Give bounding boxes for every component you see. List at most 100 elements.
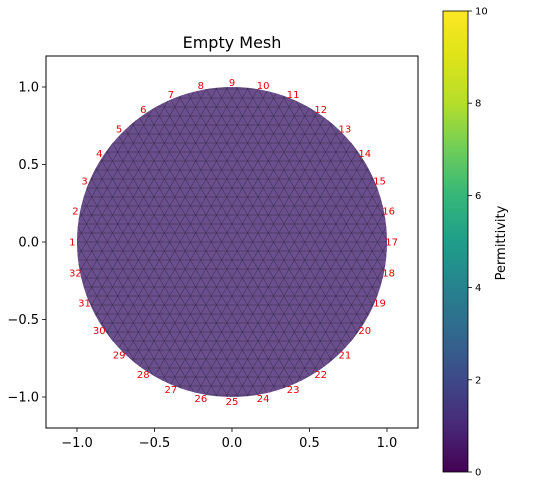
mesh-edge <box>258 161 387 397</box>
mesh-edge <box>118 87 284 368</box>
mesh-edge <box>94 87 261 354</box>
electrode-label: 14 <box>358 149 371 160</box>
colorbar-tick-label: 4 <box>475 283 481 294</box>
colorbar-tick-label: 0 <box>475 468 481 479</box>
colorbar-tick-label: 6 <box>475 191 481 202</box>
mesh-edge <box>86 87 253 350</box>
mesh-edge <box>125 112 292 397</box>
y-tick-label: 0.5 <box>18 158 39 173</box>
electrode-label: 25 <box>226 397 239 408</box>
y-tick-label: −0.5 <box>7 313 39 328</box>
electrode-label: 15 <box>373 176 386 187</box>
mesh-edge <box>77 87 206 323</box>
mesh-edge <box>77 87 190 314</box>
mesh-edge <box>227 143 387 397</box>
electrode-label: 23 <box>287 385 300 396</box>
colorbar-label: Permittivity <box>494 205 509 280</box>
y-tick-label: 1.0 <box>18 81 39 96</box>
electrode-label: 2 <box>72 206 78 217</box>
x-tick-label: 1.0 <box>377 436 398 451</box>
electrode-label: 1 <box>69 238 75 249</box>
electrode-label: 22 <box>314 370 327 381</box>
x-tick-label: 0.5 <box>299 436 320 451</box>
mesh-edge <box>157 103 323 390</box>
mesh-edge <box>77 87 229 336</box>
mesh-edge <box>157 94 323 381</box>
electrode-label: 31 <box>78 299 91 310</box>
mesh-edge <box>102 87 268 359</box>
electrode-label: 28 <box>137 370 150 381</box>
electrode-label: 11 <box>287 90 300 101</box>
mesh-edge <box>110 87 276 363</box>
mesh-edge <box>79 87 245 345</box>
mesh-edge <box>188 121 354 397</box>
colorbar-tick-label: 2 <box>475 375 481 386</box>
mesh-edge <box>77 148 229 397</box>
mesh-edge <box>219 139 385 397</box>
electrode-label: 3 <box>81 176 87 187</box>
electrode-label: 5 <box>116 125 122 136</box>
mesh-edge <box>77 87 198 318</box>
mesh-edge <box>203 87 370 354</box>
electrode-label: 21 <box>339 350 352 361</box>
colorbar-ticks: 0 2 4 6 8 10 <box>468 7 488 479</box>
electrode-label: 10 <box>257 81 270 92</box>
x-tick-label: −0.5 <box>139 436 171 451</box>
electrode-label: 19 <box>373 299 386 310</box>
electrode-label: 32 <box>69 269 82 280</box>
electrode-label: 8 <box>198 81 204 92</box>
electrode-label: 24 <box>257 394 270 405</box>
y-axis: 1.0 0.5 0.0 −0.5 −1.0 <box>7 81 46 406</box>
mesh-edge <box>77 166 198 397</box>
colorbar-tick-label: 10 <box>475 7 488 18</box>
mesh-edge <box>203 130 370 397</box>
mesh-edge <box>77 87 237 341</box>
mesh-edge <box>281 175 387 397</box>
mesh-edge <box>133 89 300 377</box>
electrode-label: 17 <box>385 238 398 249</box>
electrode-label: 30 <box>93 326 106 337</box>
mesh-edge <box>188 87 354 363</box>
electrode-label: 7 <box>168 90 174 101</box>
electrode-label: 18 <box>382 269 395 280</box>
electrode-label: 12 <box>314 105 327 116</box>
mesh-edge <box>266 166 387 397</box>
mesh-edge <box>141 103 307 390</box>
electrode-label: 4 <box>96 149 102 160</box>
mesh-edge <box>219 87 385 345</box>
electrode-label: 27 <box>165 385 178 396</box>
mesh-edge <box>266 87 387 318</box>
mesh <box>77 87 387 397</box>
x-tick-label: −1.0 <box>61 436 93 451</box>
colorbar-gradient <box>442 10 469 473</box>
mesh-edge <box>110 121 276 397</box>
y-tick-label: 0.0 <box>18 236 39 251</box>
mesh-edge <box>211 134 378 397</box>
mesh-edge <box>235 87 387 336</box>
mesh-edge <box>281 87 387 309</box>
electrode-label: 29 <box>113 350 126 361</box>
mesh-edge <box>94 130 261 397</box>
x-tick-label: 0.0 <box>222 436 243 451</box>
electrode-label: 26 <box>194 394 207 405</box>
mesh-edge <box>149 98 315 386</box>
chart-title: Empty Mesh <box>183 33 282 52</box>
mesh-edge <box>141 94 307 381</box>
electrode-label: 6 <box>140 105 146 116</box>
mesh-edge <box>242 152 387 397</box>
mesh-edge <box>172 87 339 372</box>
electrode-label: 16 <box>382 206 395 217</box>
mesh-edge <box>235 148 387 397</box>
colorbar-tick-label: 8 <box>475 99 481 110</box>
mesh-edge <box>125 87 292 372</box>
mesh-edge <box>77 87 222 332</box>
mesh-edge <box>196 125 362 397</box>
mesh-edge <box>274 170 387 397</box>
mesh-edge <box>164 107 331 395</box>
mesh-edge <box>180 116 346 397</box>
electrode-label: 9 <box>229 78 235 89</box>
colorbar: 0 2 4 6 8 10 Permittivity <box>442 7 509 479</box>
mesh-edge <box>77 175 183 397</box>
